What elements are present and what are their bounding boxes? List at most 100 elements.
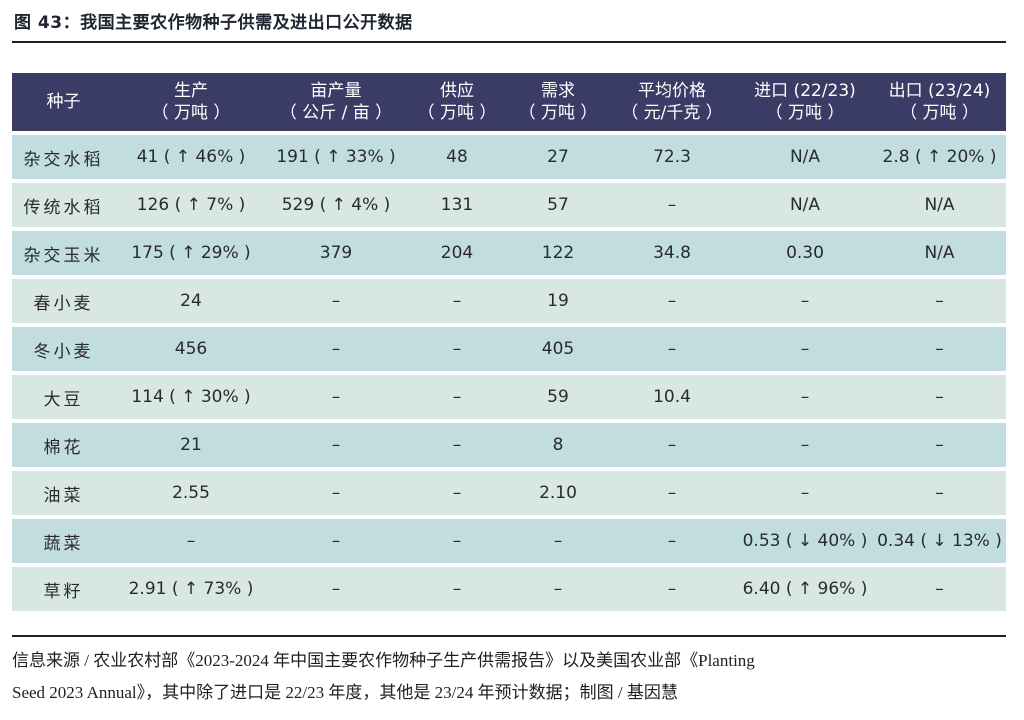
table-cell: 41 ( ↑ 46% ) [115, 135, 267, 179]
table-cell: 8 [509, 423, 607, 467]
figure-title: 图 43：我国主要农作物种子供需及进出口公开数据 [14, 13, 413, 33]
header-supply: 供应（ 万吨 ） [405, 73, 509, 131]
table-cell: – [267, 567, 405, 611]
table-cell: 油菜 [12, 471, 115, 515]
table-cell: – [607, 327, 737, 371]
table-row: 棉花 21– –8– – – [12, 423, 1006, 467]
table-cell: 175 ( ↑ 29% ) [115, 231, 267, 275]
table-cell: – [405, 375, 509, 419]
header-production: 生产（ 万吨 ） [115, 73, 267, 131]
table-cell: 蔬菜 [12, 519, 115, 563]
table-cell: – [737, 327, 873, 371]
table-cell: 2.10 [509, 471, 607, 515]
table-cell: N/A [873, 231, 1006, 275]
table-row: 杂交玉米 175 ( ↑ 29% ) 379 204 122 34.8 0.30 N/A [12, 231, 1006, 275]
table-cell: 405 [509, 327, 607, 371]
table-cell: 204 [405, 231, 509, 275]
bottom-divider [12, 635, 1006, 637]
table-cell: 34.8 [607, 231, 737, 275]
table-cell: – [267, 519, 405, 563]
table-cell: 6.40 ( ↑ 96% ) [737, 567, 873, 611]
table-cell: – [607, 519, 737, 563]
table-row: 冬小麦 456– –405– – – [12, 327, 1006, 371]
table-cell: 杂交玉米 [12, 231, 115, 275]
table-row: 传统水稻 126 ( ↑ 7% ) 529 ( ↑ 4% ) 131 57– N/A N/A [12, 183, 1006, 227]
table-cell: – [267, 375, 405, 419]
table-cell: 59 [509, 375, 607, 419]
table-cell: 21 [115, 423, 267, 467]
table-row: 杂交水稻 41 ( ↑ 46% ) 191 ( ↑ 33% ) 48 27 72.3 N/A… [12, 135, 1006, 179]
header-import: 进口 (22/23) （ 万吨 ） [737, 73, 873, 131]
table-cell: N/A [737, 135, 873, 179]
table-cell: 456 [115, 327, 267, 371]
table-cell: – [405, 279, 509, 323]
table-cell: 27 [509, 135, 607, 179]
table-cell: – [509, 567, 607, 611]
table-cell: 114 ( ↑ 30% ) [115, 375, 267, 419]
table-cell: – [267, 471, 405, 515]
table-cell: 0.53 ( ↓ 40% ) [737, 519, 873, 563]
table-row: 春小麦 24– –19– – – [12, 279, 1006, 323]
table-cell: 2.91 ( ↑ 73% ) [115, 567, 267, 611]
table-row: 蔬菜 – – – – –0.53 ( ↓ 40% ) 0.34 ( ↓ 13% ) [12, 519, 1006, 563]
table-cell: – [509, 519, 607, 563]
table-cell: – [405, 471, 509, 515]
table-cell: 191 ( ↑ 33% ) [267, 135, 405, 179]
table-cell: 529 ( ↑ 4% ) [267, 183, 405, 227]
table-cell: – [607, 423, 737, 467]
source-line-2: Seed 2023 Annual》，其中除了进口是 22/23 年度，其他是 2… [12, 683, 678, 702]
table-cell: 2.55 [115, 471, 267, 515]
table-cell: – [405, 327, 509, 371]
table-cell: 24 [115, 279, 267, 323]
table-cell: – [873, 279, 1006, 323]
table-cell: N/A [737, 183, 873, 227]
seed-data-table: 种子 生产（ 万吨 ） 亩产量（ 公斤 / 亩 ） 供应（ 万吨 ） 需求（ 万… [12, 69, 1006, 615]
table-cell: 131 [405, 183, 509, 227]
header-seed: 种子 [12, 73, 115, 131]
table-cell: 棉花 [12, 423, 115, 467]
table-cell: – [737, 279, 873, 323]
table-cell: – [267, 423, 405, 467]
table-cell: 2.8 ( ↑ 20% ) [873, 135, 1006, 179]
table-cell: – [737, 471, 873, 515]
table-cell: 春小麦 [12, 279, 115, 323]
table-cell: – [405, 423, 509, 467]
table-cell: – [737, 375, 873, 419]
table-row: 油菜 2.55– –2.10– – – [12, 471, 1006, 515]
table-cell: 传统水稻 [12, 183, 115, 227]
table-cell: 72.3 [607, 135, 737, 179]
header-avg-price: 平均价格（ 元/千克 ） [607, 73, 737, 131]
header-demand: 需求（ 万吨 ） [509, 73, 607, 131]
table-cell: 0.34 ( ↓ 13% ) [873, 519, 1006, 563]
table-cell: – [405, 567, 509, 611]
table-row: 大豆 114 ( ↑ 30% ) – –59 10.4– – [12, 375, 1006, 419]
header-export: 出口 (23/24) （ 万吨 ） [873, 73, 1006, 131]
table-cell: 126 ( ↑ 7% ) [115, 183, 267, 227]
table-cell: – [607, 567, 737, 611]
source-line-1: 信息来源 / 农业农村部《2023-2024 年中国主要农作物种子生产供需报告》… [12, 651, 755, 670]
table-cell: N/A [873, 183, 1006, 227]
table-cell: – [873, 423, 1006, 467]
table-cell: 冬小麦 [12, 327, 115, 371]
table-header-row: 种子 生产（ 万吨 ） 亩产量（ 公斤 / 亩 ） 供应（ 万吨 ） 需求（ 万… [12, 73, 1006, 131]
header-yield: 亩产量（ 公斤 / 亩 ） [267, 73, 405, 131]
table-cell: 0.30 [737, 231, 873, 275]
table-cell: 19 [509, 279, 607, 323]
table-cell: – [267, 327, 405, 371]
table-cell: – [607, 183, 737, 227]
table-row: 草籽 2.91 ( ↑ 73% ) – – – –6.40 ( ↑ 96% ) – [12, 567, 1006, 611]
table-cell: – [115, 519, 267, 563]
table-cell: 杂交水稻 [12, 135, 115, 179]
table-cell: 草籽 [12, 567, 115, 611]
table-cell: – [873, 471, 1006, 515]
table-cell: – [873, 375, 1006, 419]
table-cell: – [405, 519, 509, 563]
table-cell: – [267, 279, 405, 323]
table-cell: 48 [405, 135, 509, 179]
table-cell: 10.4 [607, 375, 737, 419]
table-cell: 大豆 [12, 375, 115, 419]
top-divider [12, 41, 1006, 43]
table-cell: – [737, 423, 873, 467]
table-cell: – [607, 471, 737, 515]
table-cell: – [873, 327, 1006, 371]
